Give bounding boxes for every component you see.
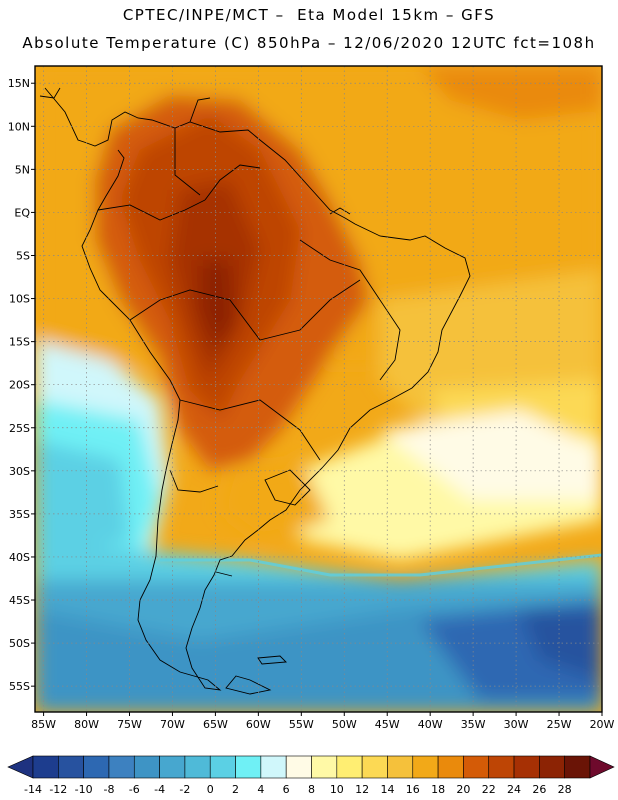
graticule [35,66,603,712]
colorbar-swatch [235,755,262,779]
colorbar-label: 16 [406,783,420,796]
lat-label: 5S [16,249,30,262]
colorbar-label: 28 [558,783,572,796]
lat-label: 15N [8,77,30,90]
coastlines [39,87,471,695]
colorbar-label: 6 [283,783,290,796]
colorbar-label: 10 [330,783,344,796]
colorbar-label: -6 [129,783,140,796]
colorbar-label: 8 [308,783,315,796]
lon-label: 20W [590,718,615,731]
colorbar-swatch [361,755,388,779]
lat-label: 20S [9,379,30,392]
latitude-labels: 15N 10N 5N EQ 5S 10S 15S 20S 25S 30S 35S 40S 45S 50S 5… [8,77,35,693]
lon-label: 60W [246,718,271,731]
colorbar-swatch [311,755,338,779]
longitude-labels: 85W 80W 75W 70W 65W 60W 55W 50W 45W 40W 35W 30W 25W 2… [31,712,615,731]
lat-label: 10N [8,120,30,133]
colorbar-label: -8 [103,783,114,796]
colorbar-swatch [159,755,186,779]
lon-label: 50W [332,718,357,731]
lat-label: 30S [9,465,30,478]
colorbar-swatch [387,755,414,779]
temperature-field [35,66,602,712]
colorbar-swatch [564,755,591,779]
colorbar-label: -2 [179,783,190,796]
lat-label: 45S [9,594,30,607]
colorbar-label: 0 [207,783,214,796]
colorbar-swatch [437,755,464,779]
colorbar-swatch [260,755,287,779]
colorbar-swatch [285,755,312,779]
colorbar-swatch [513,755,540,779]
colorbar-swatch [83,755,110,779]
lat-label: 50S [9,637,30,650]
colorbar-label: -12 [49,783,67,796]
colorbar-label: 2 [232,783,239,796]
lat-label: 35S [9,508,30,521]
colorbar-swatch [336,755,363,779]
lon-label: 30W [504,718,529,731]
colorbar-under-arrow [7,755,34,779]
colorbar-label: 26 [532,783,546,796]
colorbar-over-arrow [589,755,615,779]
title-line-1: CPTEC/INPE/MCT – Eta Model 15km – GFS [122,6,496,24]
colorbar-swatch [539,755,565,779]
lat-label: 40S [9,551,30,564]
colorbar [7,755,615,779]
colorbar-swatch [58,755,84,779]
lon-label: 65W [203,718,228,731]
map-frame [34,65,603,713]
lat-label: 5N [15,163,30,176]
lon-label: 85W [31,718,56,731]
colorbar-label: 4 [257,783,264,796]
lon-label: 35W [461,718,486,731]
colorbar-label: 18 [431,783,445,796]
lon-label: 45W [375,718,400,731]
lon-label: 40W [418,718,443,731]
title-line-2: Absolute Temperature (C) 850hPa – 12/06/… [22,34,596,52]
colorbar-label: 12 [355,783,369,796]
colorbar-swatch [412,755,439,779]
lon-label: 75W [117,718,142,731]
colorbar-swatch [32,755,59,779]
colorbar-swatch [209,755,236,779]
colorbar-label: 22 [482,783,496,796]
colorbar-label: 14 [380,783,394,796]
lon-label: 55W [289,718,314,731]
colorbar-swatch [133,755,160,779]
colorbar-swatch [463,755,490,779]
colorbar-swatch [108,755,135,779]
colorbar-swatch [184,755,211,779]
lat-label: EQ [14,206,30,219]
colorbar-label: 24 [507,783,521,796]
colorbar-swatch [488,755,515,779]
lat-label: 25S [9,422,30,435]
colorbar-label: -4 [154,783,165,796]
lon-label: 70W [160,718,185,731]
colorbar-labels: -14 -12 -10 -8 -6 -4 -2 0 2 4 6 8 10 12 14 16 18 20 22 24 26… [24,783,572,796]
lon-label: 80W [74,718,99,731]
lat-label: 55S [9,680,30,693]
lon-label: 25W [547,718,572,731]
lat-label: 15S [9,336,30,349]
lat-label: 10S [9,293,30,306]
colorbar-label: -14 [24,783,42,796]
colorbar-label: -10 [75,783,93,796]
colorbar-label: 20 [456,783,470,796]
